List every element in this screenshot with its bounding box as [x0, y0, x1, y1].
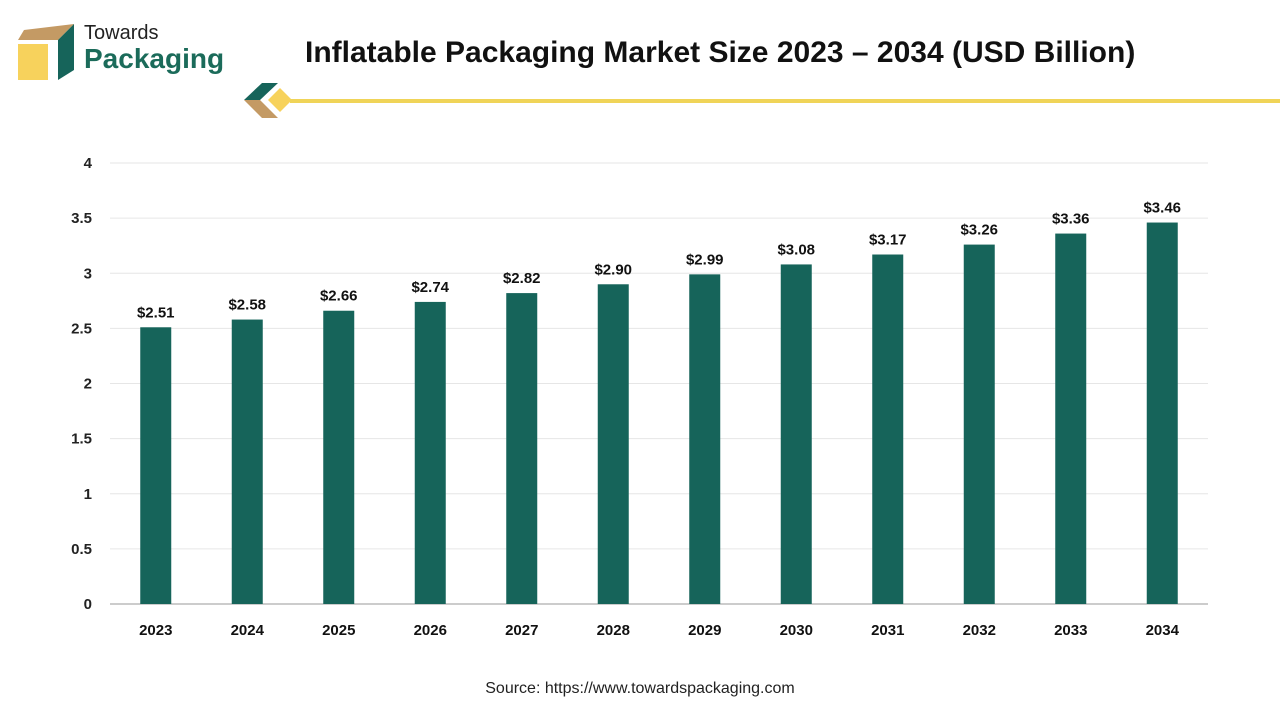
- data-label: $2.58: [228, 297, 266, 314]
- bar: [506, 293, 538, 604]
- data-label: $3.08: [777, 241, 815, 258]
- x-tick-label: 2032: [963, 622, 996, 639]
- x-tick-label: 2024: [231, 622, 265, 639]
- data-label: $3.26: [960, 222, 998, 239]
- source-text: Source: https://www.towardspackaging.com: [485, 680, 795, 697]
- data-label: $3.36: [1052, 211, 1090, 228]
- towards-packaging-logo: Towards Packaging: [16, 22, 236, 82]
- x-tick-label: 2034: [1146, 622, 1180, 639]
- data-label: $2.99: [686, 251, 724, 268]
- bar: [1146, 222, 1178, 604]
- y-tick-label: 4: [84, 155, 93, 172]
- data-label: $3.46: [1143, 200, 1181, 217]
- x-tick-label: 2023: [139, 622, 172, 639]
- data-label: $2.82: [503, 270, 541, 287]
- y-tick-label: 3.5: [71, 210, 92, 227]
- data-label: $2.66: [320, 288, 358, 305]
- bar: [414, 301, 446, 604]
- bar: [963, 244, 995, 604]
- bar: [231, 319, 263, 604]
- box-logo-icon: [18, 24, 74, 80]
- y-tick-label: 0.5: [71, 541, 92, 558]
- x-tick-label: 2028: [597, 622, 630, 639]
- bar: [872, 254, 904, 604]
- y-tick-label: 0: [84, 596, 92, 613]
- logo-text-towards: Towards: [84, 22, 159, 44]
- data-label: $2.90: [594, 261, 632, 278]
- x-tick-label: 2031: [871, 622, 904, 639]
- x-tick-label: 2025: [322, 622, 355, 639]
- data-label: $2.74: [411, 279, 449, 296]
- x-tick-label: 2027: [505, 622, 538, 639]
- x-tick-label: 2030: [780, 622, 813, 639]
- y-tick-label: 3: [84, 265, 92, 282]
- x-tick-label: 2033: [1054, 622, 1087, 639]
- y-tick-label: 2.5: [71, 320, 92, 337]
- data-label: $3.17: [869, 232, 907, 249]
- title-underline-decoration: [244, 83, 1280, 118]
- x-tick-label: 2026: [414, 622, 447, 639]
- chart-title: Inflatable Packaging Market Size 2023 – …: [305, 36, 1136, 69]
- y-tick-label: 1: [84, 486, 92, 503]
- logo-text-packaging: Packaging: [84, 43, 225, 74]
- y-tick-label: 2: [84, 376, 92, 393]
- bar: [1055, 233, 1087, 604]
- y-tick-label: 1.5: [71, 431, 92, 448]
- bar: [780, 264, 812, 604]
- bar: [689, 274, 721, 604]
- data-label: $2.51: [137, 304, 175, 321]
- bar: [323, 310, 355, 604]
- x-tick-label: 2029: [688, 622, 721, 639]
- bar: [140, 327, 172, 604]
- bar: [597, 284, 629, 604]
